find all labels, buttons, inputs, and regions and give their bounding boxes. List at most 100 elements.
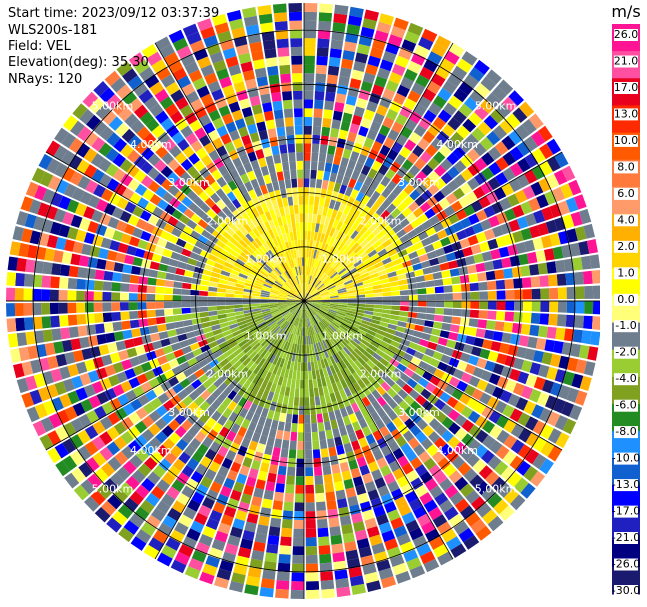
- range-gate: [503, 268, 513, 279]
- range-gate: [358, 342, 368, 351]
- range-gate: [352, 209, 361, 220]
- range-gate: [207, 296, 217, 301]
- range-gate: [310, 231, 315, 241]
- range-gate: [307, 275, 311, 284]
- range-gate: [140, 361, 152, 373]
- range-gate: [255, 215, 264, 226]
- range-gate: [495, 172, 509, 186]
- range-gate: [98, 158, 112, 173]
- range-gate: [312, 297, 322, 300]
- range-gate: [375, 348, 385, 358]
- range-gate: [216, 287, 226, 293]
- range-gate: [334, 391, 342, 401]
- range-gate: [312, 298, 322, 300]
- colorbar-tick-label: 1.0: [617, 266, 635, 279]
- range-gate: [365, 297, 375, 301]
- range-gate: [382, 301, 392, 305]
- range-gate: [338, 302, 348, 306]
- range-gate: [390, 517, 404, 530]
- range-gate: [366, 265, 376, 272]
- range-gate: [267, 535, 280, 546]
- range-gate: [453, 441, 467, 455]
- range-gate: [316, 312, 324, 320]
- range-gate: [372, 449, 384, 461]
- range-gate: [253, 285, 263, 290]
- range-gate: [312, 449, 321, 459]
- range-gate: [346, 310, 356, 315]
- range-gate: [349, 254, 359, 262]
- range-gate: [208, 315, 219, 321]
- range-gate: [503, 488, 519, 504]
- range-gate: [326, 283, 336, 289]
- range-gate: [209, 319, 220, 326]
- range-gate: [335, 315, 344, 321]
- range-gate: [257, 470, 268, 481]
- range-gate: [339, 67, 352, 78]
- range-gate: [261, 310, 271, 315]
- range-gate: [390, 208, 402, 219]
- range-gate: [334, 436, 343, 447]
- range-gate: [188, 202, 200, 213]
- range-gate: [268, 428, 277, 439]
- range-gate: [6, 318, 17, 333]
- range-gate: [292, 287, 299, 295]
- range-gate: [415, 431, 428, 444]
- range-gate: [403, 183, 415, 195]
- range-gate: [335, 211, 343, 221]
- range-gate: [431, 328, 442, 337]
- range-gate: [382, 305, 392, 310]
- range-gate: [419, 471, 433, 484]
- range-gate: [352, 421, 361, 432]
- range-gate: [448, 376, 461, 388]
- range-gate: [349, 339, 359, 348]
- range-gate: [351, 114, 363, 126]
- range-gate: [312, 315, 319, 324]
- range-gate: [366, 232, 376, 242]
- range-gate: [317, 311, 326, 318]
- range-gate: [221, 206, 232, 217]
- range-gate: [157, 199, 169, 211]
- range-gate: [368, 461, 379, 473]
- range-gate: [404, 118, 418, 132]
- range-gate: [218, 235, 229, 245]
- range-gate: [304, 283, 307, 293]
- range-gate: [375, 230, 386, 240]
- range-gate: [482, 420, 496, 434]
- range-gate: [176, 202, 188, 214]
- range-gate: [485, 270, 496, 281]
- range-gate: [288, 324, 294, 333]
- range-gate: [252, 384, 261, 395]
- range-gate: [151, 486, 165, 500]
- range-gate: [168, 376, 179, 387]
- range-gate: [230, 250, 240, 258]
- range-gate: [347, 298, 357, 301]
- range-gate: [205, 354, 216, 364]
- range-gate: [335, 146, 344, 157]
- range-gate: [480, 370, 493, 382]
- range-gate: [208, 234, 219, 244]
- range-gate: [371, 201, 381, 212]
- range-gate: [281, 285, 290, 292]
- range-gate: [15, 272, 25, 287]
- range-gate: [285, 484, 295, 494]
- range-gate: [495, 445, 510, 460]
- range-gate: [444, 301, 453, 308]
- range-gate: [34, 185, 47, 201]
- range-gate: [173, 349, 184, 358]
- range-gate: [371, 469, 383, 481]
- range-gate: [245, 348, 255, 357]
- range-gate: [222, 329, 232, 337]
- range-gate: [283, 501, 294, 512]
- range-gate: [226, 240, 236, 250]
- range-gate: [172, 458, 186, 472]
- range-gate: [307, 317, 311, 327]
- range-gate: [504, 379, 517, 393]
- range-gate: [198, 179, 210, 191]
- range-gate: [421, 219, 433, 230]
- range-gate: [370, 253, 380, 262]
- range-gate: [472, 367, 484, 379]
- range-gate: [319, 144, 328, 154]
- range-gate: [295, 299, 304, 301]
- range-gate: [205, 517, 220, 531]
- range-gate: [384, 243, 395, 253]
